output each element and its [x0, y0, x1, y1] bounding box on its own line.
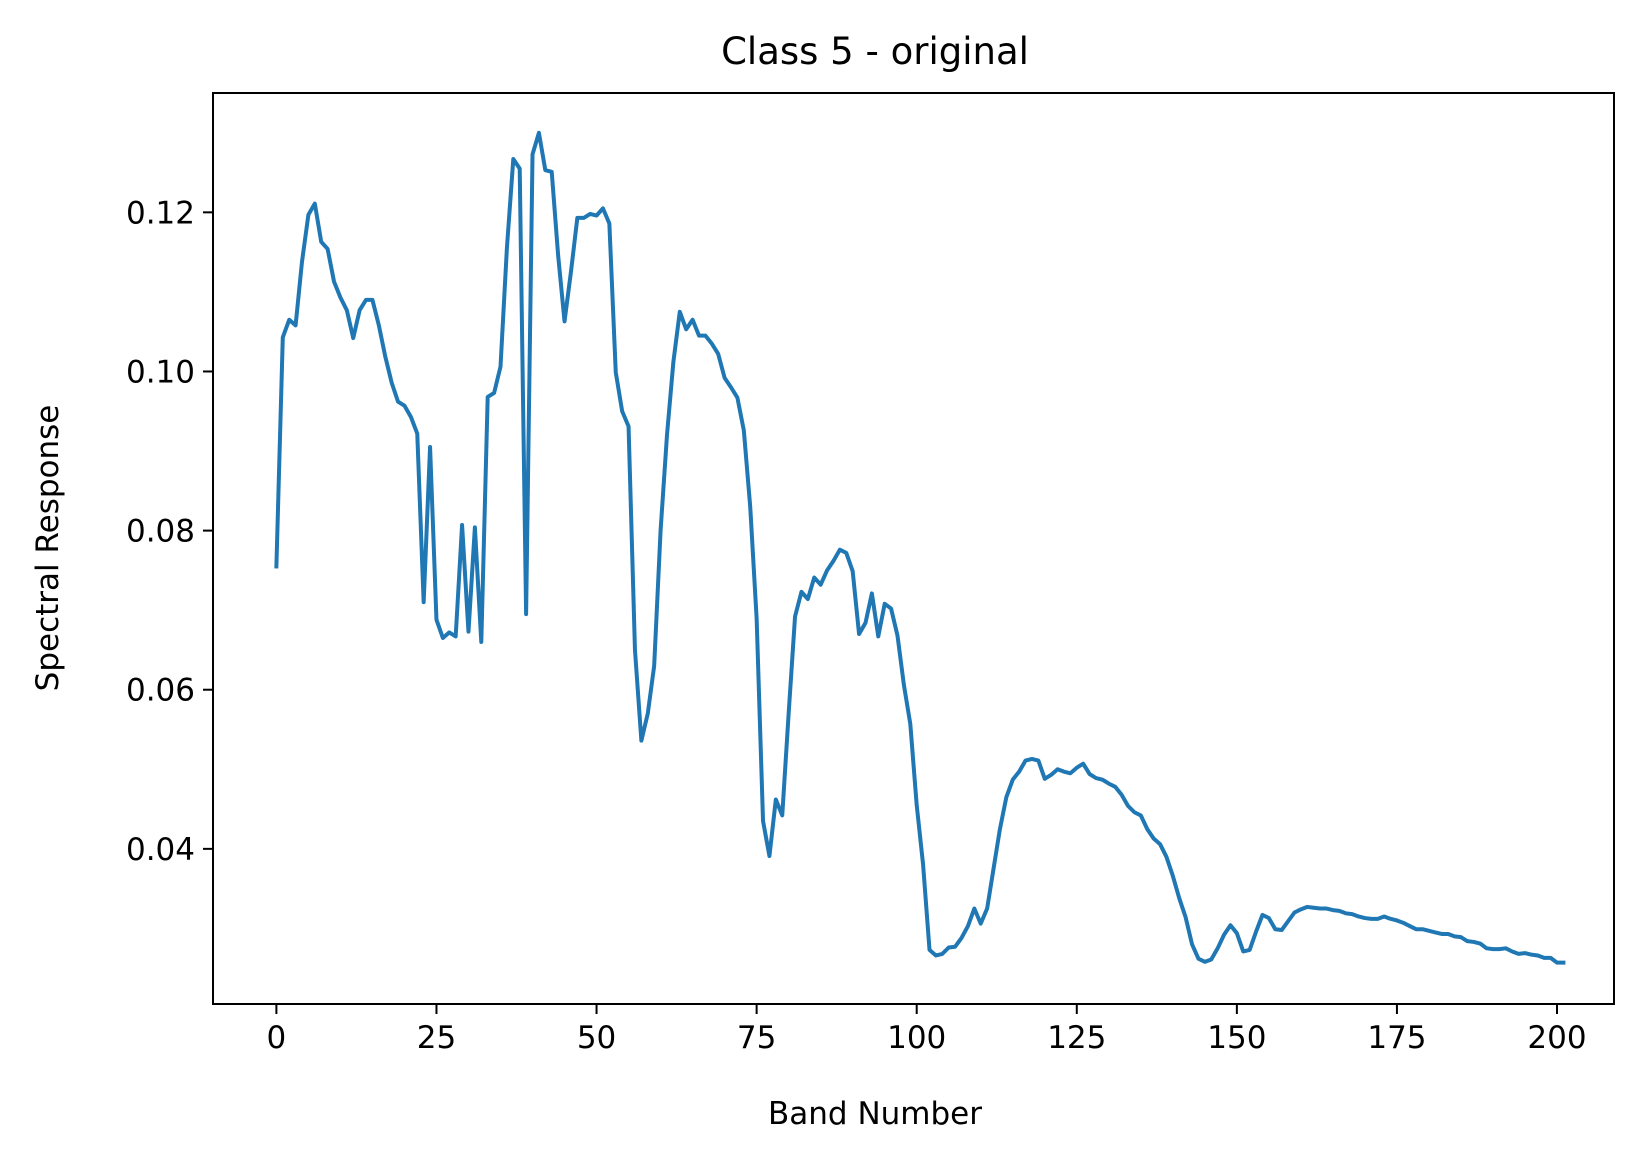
axes-frame	[212, 92, 1615, 1005]
y-tick-label: 0.12	[126, 195, 195, 231]
series-line	[274, 130, 1566, 965]
x-tick-label: 150	[1207, 1020, 1266, 1056]
x-tick-label: 125	[1047, 1020, 1106, 1056]
x-tick-label: 175	[1367, 1020, 1426, 1056]
x-axis-label: Band Number	[768, 1096, 982, 1132]
x-tick-label: 50	[577, 1020, 616, 1056]
axis-ticks: 0 25 50 75 100 125 150 175 200 0.04 0.06 0.08 0.10 0.…	[126, 195, 1587, 1056]
plot-area	[212, 92, 1615, 1005]
x-tick-label: 100	[887, 1020, 946, 1056]
x-tick-label: 75	[737, 1020, 776, 1056]
x-tick-label: 200	[1527, 1020, 1586, 1056]
y-tick-label: 0.04	[126, 832, 195, 868]
chart-title: Class 5 - original	[721, 30, 1029, 73]
y-axis-label: Spectral Response	[30, 405, 66, 692]
x-tick-label: 0	[267, 1020, 287, 1056]
y-tick-label: 0.08	[126, 514, 195, 550]
x-tick-label: 25	[417, 1020, 456, 1056]
data-series-layer	[274, 130, 1566, 965]
y-tick-label: 0.06	[126, 673, 195, 709]
y-tick-label: 0.10	[126, 354, 195, 390]
